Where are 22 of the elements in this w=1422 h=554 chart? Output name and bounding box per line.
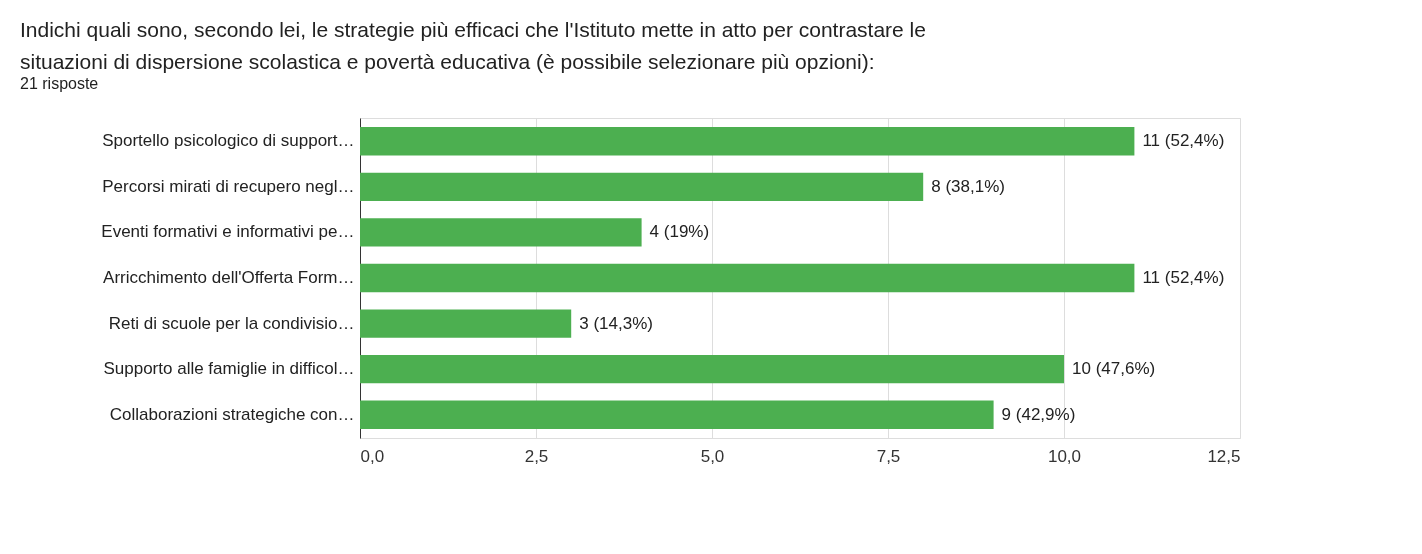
y-tick-label: Supporto alle famiglie in difficol…: [103, 359, 355, 379]
x-tick-label: 0,0: [360, 446, 385, 466]
x-tick-label: 5,0: [700, 446, 725, 466]
x-tick-label: 12,5: [1207, 446, 1241, 466]
chart-title: Indichi quali sono, secondo lei, le strategie più efficaci che l'Istituto mette in atto per contrastare le situazioni di dispersione scolastica e povertà educativa (è possibile selezionare più opzioni):: [20, 18, 926, 73]
y-tick-label: Reti di scuole per la condivisio…: [108, 313, 355, 333]
data-label: 3 (14,3%): [579, 313, 653, 333]
data-label: 10 (47,6%): [1072, 359, 1156, 379]
x-tick-label: 2,5: [524, 446, 549, 466]
data-label: 4 (19%): [649, 222, 710, 242]
y-tick-label: Collaborazioni strategiche con…: [109, 404, 355, 424]
x-tick-label: 10,0: [1047, 446, 1082, 466]
data-label: 11 (52,4%): [1142, 131, 1225, 151]
y-tick-label: Eventi formativi e informativi pe…: [101, 222, 355, 242]
y-tick-label: Percorsi mirati di recupero negl…: [102, 176, 355, 196]
text: 21 risposte: [20, 75, 99, 92]
data-label: 8 (38,1%): [931, 176, 1005, 196]
data-label: 11 (52,4%): [1142, 268, 1225, 287]
y-tick-label: Arricchimento dell'Offerta Form…: [103, 268, 355, 287]
y-tick-label: Sportello psicologico di support…: [102, 131, 355, 151]
x-tick-label: 7,5: [876, 446, 901, 466]
data-label: 9 (42,9%): [1001, 404, 1076, 424]
